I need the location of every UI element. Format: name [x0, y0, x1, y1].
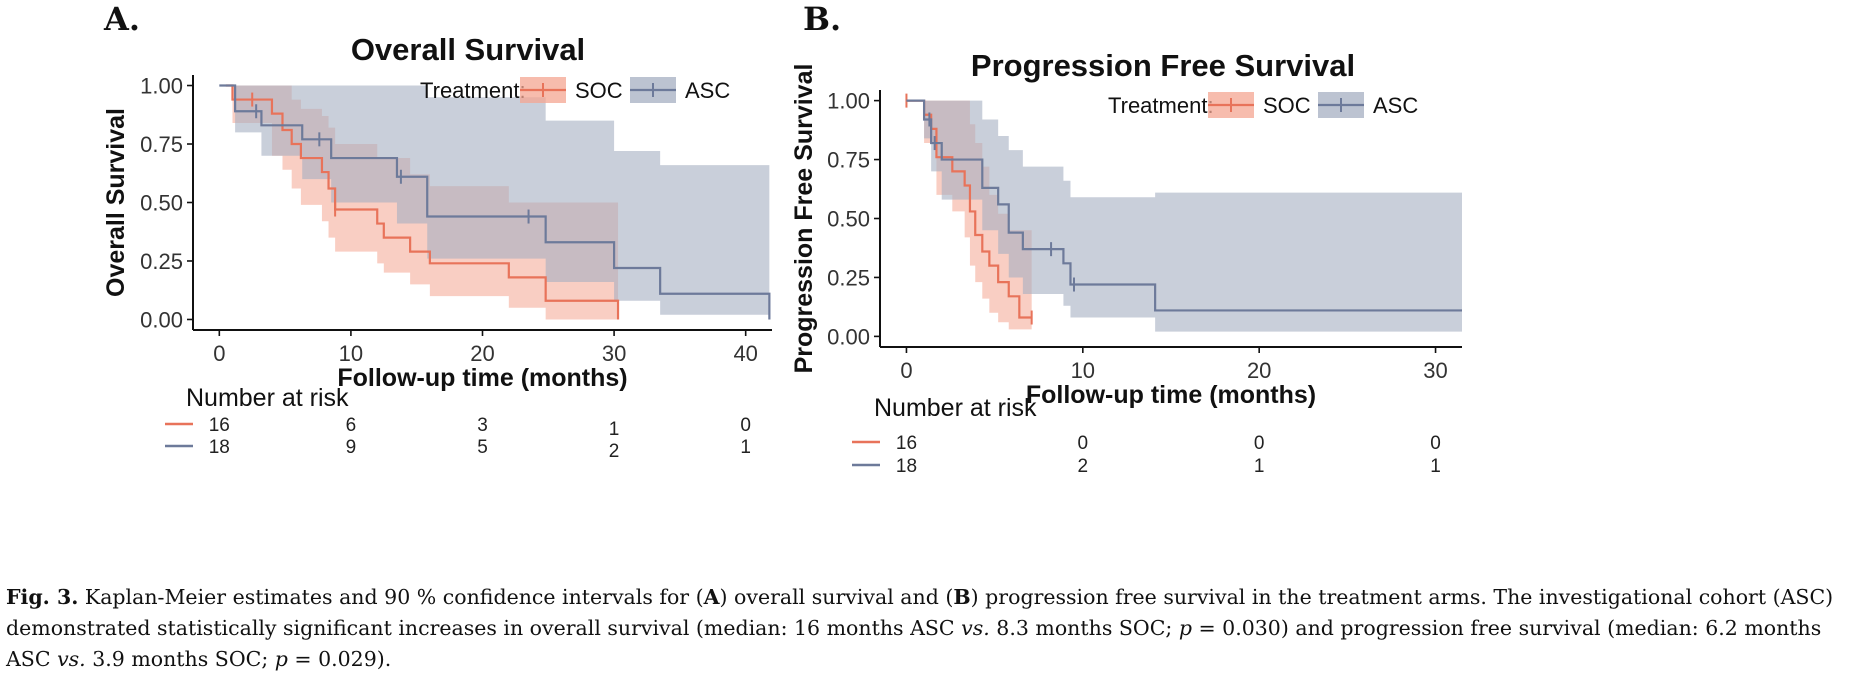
y-tick-label: 0.00	[140, 307, 183, 332]
survival-curve-asc	[219, 84, 771, 320]
figure-caption: Fig. 3. Kaplan-Meier estimates and 90 % …	[6, 582, 1848, 675]
caption-vs: vs.	[57, 647, 86, 671]
risk-count: 16	[896, 433, 917, 454]
legend-entry-soc: SOC	[1263, 93, 1311, 118]
y-tick-label: 0.25	[827, 265, 870, 290]
risk-table-title: Number at risk	[874, 394, 1037, 422]
caption-p: p	[1178, 616, 1192, 640]
legend: Treatment: SOC ASC	[1108, 92, 1418, 118]
x-tick-label: 20	[1247, 358, 1271, 383]
legend: Treatment: SOC ASC	[420, 77, 730, 103]
y-tick-label: 0.25	[140, 249, 183, 274]
y-tick-label: 1.00	[140, 74, 183, 99]
legend-entry-soc: SOC	[575, 78, 623, 103]
y-tick-label: 1.00	[827, 89, 870, 114]
risk-table-title: Number at risk	[186, 384, 349, 412]
risk-count: 18	[209, 437, 230, 458]
caption-text: ) overall survival and (	[719, 585, 954, 609]
risk-count: 0	[740, 415, 751, 436]
x-axis-title: Follow-up time (months)	[337, 364, 627, 392]
risk-count: 0	[1254, 433, 1265, 454]
y-axis-title: Overall Survival	[102, 108, 130, 297]
risk-count: 5	[477, 437, 488, 458]
chart-panel-b: B. Progression Free Survival 0.00 0.25 0.50 0…	[790, 0, 1462, 477]
panel-label: A.	[103, 0, 140, 38]
risk-table: Number at risk 16 0 0 0 18 2 1 1	[852, 394, 1441, 477]
legend-entry-asc: ASC	[685, 78, 730, 103]
risk-count: 2	[609, 441, 620, 462]
x-tick-label: 30	[602, 341, 626, 366]
risk-count: 0	[1078, 433, 1089, 454]
risk-count: 1	[1430, 456, 1441, 477]
x-tick-label: 30	[1423, 358, 1447, 383]
risk-count: 16	[209, 415, 230, 436]
y-tick-label: 0.50	[827, 207, 870, 232]
y-tick-label: 0.50	[140, 191, 183, 216]
x-axis-title: Follow-up time (months)	[1026, 381, 1316, 409]
risk-count: 1	[740, 437, 751, 458]
risk-count: 1	[1254, 456, 1265, 477]
caption-panel-b: B	[953, 585, 971, 609]
caption-text: = 0.029).	[287, 647, 392, 671]
x-tick-label: 10	[339, 341, 363, 366]
x-tick-label: 0	[900, 358, 912, 383]
risk-count: 1	[609, 419, 620, 440]
caption-label: Fig. 3.	[6, 585, 79, 609]
x-tick-label: 40	[733, 341, 757, 366]
caption-vs: vs.	[961, 616, 990, 640]
caption-text: 3.9 months SOC;	[85, 647, 275, 671]
confidence-band-asc	[219, 85, 770, 315]
y-tick-label: 0.00	[827, 324, 870, 349]
caption-text: 8.3 months SOC;	[989, 616, 1179, 640]
risk-count: 0	[1430, 433, 1441, 454]
x-tick-label: 10	[1071, 358, 1095, 383]
chart-title: Overall Survival	[351, 32, 585, 67]
caption-p: p	[274, 647, 288, 671]
risk-count: 6	[346, 415, 357, 436]
risk-count: 18	[896, 456, 917, 477]
caption-panel-a: A	[703, 585, 720, 609]
risk-count: 2	[1078, 456, 1089, 477]
legend-entry-asc: ASC	[1373, 93, 1418, 118]
panel-label: B.	[803, 0, 841, 38]
caption-text: Kaplan-Meier estimates and 90 % confiden…	[78, 585, 704, 609]
chart-title: Progression Free Survival	[971, 48, 1355, 83]
risk-count: 9	[346, 437, 357, 458]
risk-count: 3	[477, 415, 488, 436]
legend-title: Treatment:	[1108, 93, 1214, 118]
x-tick-label: 0	[213, 341, 225, 366]
confidence-band-asc	[906, 100, 1462, 332]
survival-curve-soc	[906, 99, 1032, 319]
caption-text: ) progression free survival in the treat…	[6, 585, 1834, 640]
x-tick-label: 20	[470, 341, 494, 366]
survival-curve-asc	[906, 99, 1462, 312]
caption-text: = 0.030) and progression free survival (…	[6, 616, 1822, 671]
y-tick-label: 0.75	[827, 148, 870, 173]
y-axis-title: Progression Free Survival	[790, 64, 818, 374]
legend-title: Treatment:	[420, 78, 526, 103]
y-tick-label: 0.75	[140, 132, 183, 157]
